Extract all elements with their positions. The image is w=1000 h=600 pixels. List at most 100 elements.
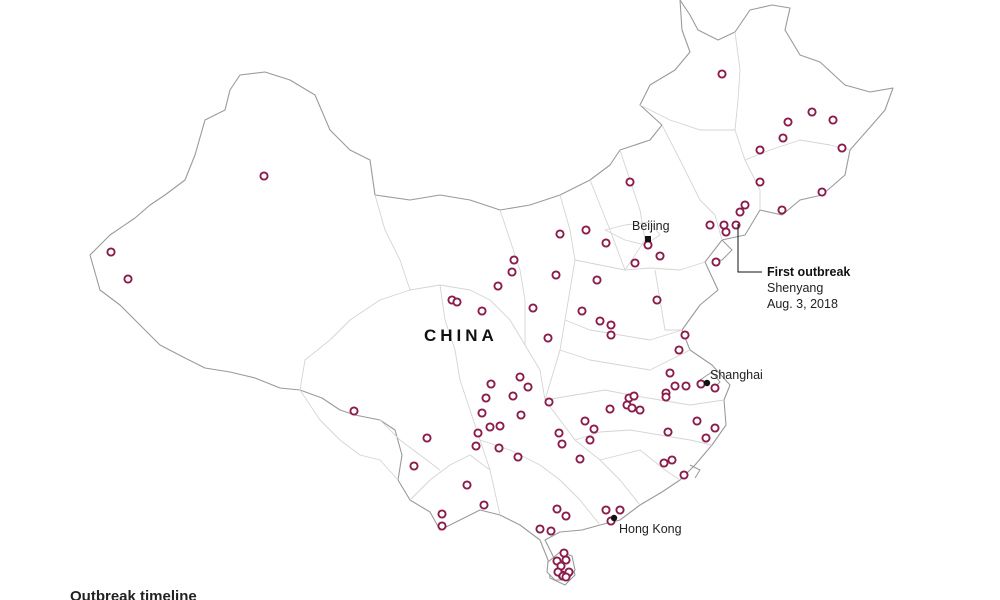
outbreak-marker (659, 458, 669, 468)
beijing-marker (645, 236, 651, 242)
outbreak-marker (552, 504, 562, 514)
outbreak-marker (711, 257, 721, 267)
timeline-heading: Outbreak timeline (70, 588, 197, 600)
outbreak-marker (589, 424, 599, 434)
outbreak-marker (735, 207, 745, 217)
outbreak-marker (643, 240, 653, 250)
outbreak-markers (106, 69, 847, 582)
outbreak-marker (667, 455, 677, 465)
outbreak-marker (477, 408, 487, 418)
outbreak-marker (585, 435, 595, 445)
outbreak-marker (493, 281, 503, 291)
outbreak-marker (507, 267, 517, 277)
outbreak-marker (710, 423, 720, 433)
outbreak-marker (627, 403, 637, 413)
outbreak-marker (679, 470, 689, 480)
outbreak-marker (740, 200, 750, 210)
outbreak-marker (409, 461, 419, 471)
outbreak-marker (259, 171, 269, 181)
outbreak-marker (523, 382, 533, 392)
outbreak-marker (554, 428, 564, 438)
outbreak-marker (544, 397, 554, 407)
outbreak-marker (422, 433, 432, 443)
outbreak-marker (516, 410, 526, 420)
outbreak-marker (655, 251, 665, 261)
outbreak-marker (561, 555, 571, 565)
outbreak-marker (807, 107, 817, 117)
first-outbreak-date: Aug. 3, 2018 (767, 297, 838, 311)
outbreak-marker (509, 255, 519, 265)
outbreak-marker (577, 306, 587, 316)
outbreak-marker (652, 295, 662, 305)
outbreak-marker (473, 428, 483, 438)
first-outbreak-title: First outbreak (767, 265, 850, 279)
outbreak-marker (674, 345, 684, 355)
outbreak-marker (630, 258, 640, 268)
outbreak-marker (663, 427, 673, 437)
outbreak-marker (605, 404, 615, 414)
outbreak-marker (485, 422, 495, 432)
outbreak-marker (665, 368, 675, 378)
outbreak-marker (696, 379, 706, 389)
outbreak-marker (494, 443, 504, 453)
outbreak-marker (817, 187, 827, 197)
outbreak-marker (508, 391, 518, 401)
hong-kong-marker (610, 514, 618, 522)
outbreak-marker (437, 509, 447, 519)
outbreak-marker (543, 333, 553, 343)
outbreak-marker (601, 238, 611, 248)
outbreak-marker (681, 381, 691, 391)
outbreak-marker (495, 421, 505, 431)
outbreak-marker (828, 115, 838, 125)
outbreak-marker (777, 205, 787, 215)
outbreak-marker (701, 433, 711, 443)
outbreak-marker (755, 177, 765, 187)
shanghai-label: Shanghai (710, 368, 763, 382)
outbreak-marker (670, 381, 680, 391)
outbreak-marker (575, 454, 585, 464)
outbreak-marker (581, 225, 591, 235)
outbreak-marker (486, 379, 496, 389)
outbreak-marker (452, 297, 462, 307)
outbreak-marker (513, 452, 523, 462)
outbreak-marker (479, 500, 489, 510)
province-borders (299, 31, 851, 526)
outbreak-marker (692, 416, 702, 426)
outbreak-marker (555, 229, 565, 239)
hong-kong-label: Hong Kong (619, 522, 682, 536)
outbreak-marker (710, 383, 720, 393)
outbreak-marker (580, 416, 590, 426)
outbreak-marker (721, 227, 731, 237)
first-outbreak-place: Shenyang (767, 281, 823, 295)
outbreak-marker (601, 505, 611, 515)
outbreak-marker (561, 572, 571, 582)
outbreak-marker (528, 303, 538, 313)
outbreak-marker (557, 439, 567, 449)
outbreak-marker (629, 391, 639, 401)
outbreak-marker (615, 505, 625, 515)
outbreak-marker (123, 274, 133, 284)
outbreak-marker (625, 177, 635, 187)
outbreak-marker (437, 521, 447, 531)
outbreak-marker (535, 524, 545, 534)
outbreak-marker (546, 526, 556, 536)
outbreak-marker (561, 511, 571, 521)
outbreak-marker (755, 145, 765, 155)
outbreak-marker (778, 133, 788, 143)
outbreak-marker (606, 330, 616, 340)
outbreak-marker (515, 372, 525, 382)
outbreak-marker (471, 441, 481, 451)
shanghai-marker (703, 379, 711, 387)
outbreak-marker (661, 392, 671, 402)
outbreak-marker (106, 247, 116, 257)
country-label: CHINA (424, 326, 498, 345)
outbreak-marker (551, 270, 561, 280)
outbreak-marker (606, 320, 616, 330)
outbreak-marker (837, 143, 847, 153)
outbreak-marker (717, 69, 727, 79)
outbreak-marker (595, 316, 605, 326)
outbreak-marker (680, 330, 690, 340)
outbreak-marker (481, 393, 491, 403)
